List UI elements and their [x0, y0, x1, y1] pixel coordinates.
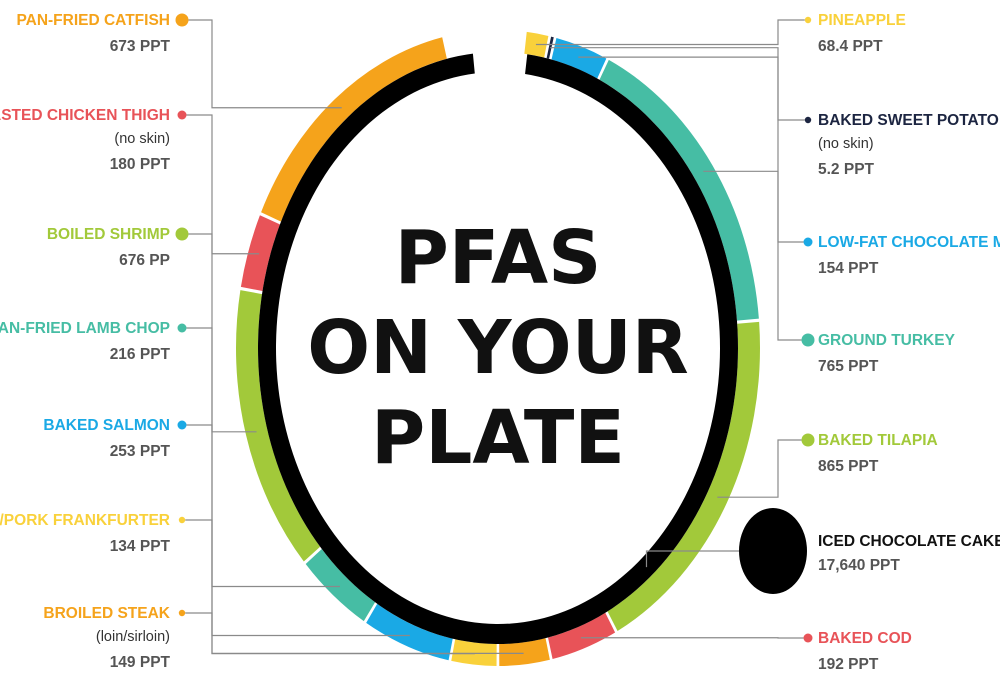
segment-baked-salmon	[366, 603, 453, 661]
dot-pan-fried-catfish	[175, 13, 189, 27]
segment-beef-pork-frankfurter	[451, 639, 497, 666]
dot-baked-cod	[803, 633, 813, 643]
leader-ground-turkey	[703, 170, 802, 341]
sublabel-roasted-chicken-thigh: (no skin)	[114, 131, 170, 147]
label-ground-turkey: GROUND TURKEY	[818, 332, 956, 349]
segment-broiled-steak	[499, 638, 550, 666]
leader-pan-fried-lamb-chop	[186, 327, 340, 588]
dot-broiled-steak	[178, 609, 186, 617]
sublabel-broiled-steak: (loin/sirloin)	[96, 629, 170, 645]
label-pineapple: PINEAPPLE	[818, 12, 906, 29]
value-roasted-chicken-thigh: 180 PPT	[110, 156, 171, 173]
sublabel-baked-sweet-potato: (no skin)	[818, 136, 874, 152]
leader-pineapple	[535, 19, 805, 46]
leader-baked-tilapia	[717, 439, 802, 498]
label-baked-salmon: BAKED SALMON	[43, 417, 170, 434]
leader-roasted-chicken-thigh	[186, 114, 260, 255]
dot-pineapple	[804, 16, 812, 24]
leader-iced-chocolate-cake	[645, 550, 739, 568]
dot-pan-fried-lamb-chop	[177, 323, 187, 333]
leader-boiled-shrimp	[188, 233, 257, 433]
legend-labels: PINEAPPLE 68.4 PPT BAKED SWEET POTATO (no s…	[0, 12, 1000, 673]
value-baked-salmon: 253 PPT	[110, 443, 171, 460]
label-baked-tilapia: BAKED TILAPIA	[818, 432, 938, 449]
segment-roasted-chicken-thigh	[240, 215, 280, 292]
value-beef-pork-frankfurter: 134 PPT	[110, 538, 171, 555]
dot-ground-turkey	[801, 333, 815, 347]
legend-dots	[175, 13, 815, 643]
value-baked-tilapia: 865 PPT	[818, 458, 879, 475]
label-boiled-shrimp: BOILED SHRIMP	[47, 226, 170, 243]
title-line-2: ON YOUR	[307, 305, 689, 391]
leader-lines	[185, 19, 805, 655]
label-low-fat-chocolate-milk: LOW-FAT CHOCOLATE MILK	[818, 234, 1000, 251]
value-ground-turkey: 765 PPT	[818, 358, 879, 375]
value-low-fat-chocolate-milk: 154 PPT	[818, 260, 879, 277]
dot-iced-chocolate-cake	[739, 508, 807, 594]
dot-beef-pork-frankfurter	[178, 516, 186, 524]
dot-baked-sweet-potato	[804, 116, 812, 124]
leader-low-fat-chocolate-milk	[578, 56, 804, 243]
dot-boiled-shrimp	[175, 227, 189, 241]
chart-title: PFAS ON YOUR PLATE	[307, 215, 689, 481]
dot-low-fat-chocolate-milk	[803, 237, 813, 247]
value-pan-fried-lamb-chop: 216 PPT	[110, 346, 171, 363]
value-baked-sweet-potato: 5.2 PPT	[818, 161, 875, 178]
label-pan-fried-lamb-chop: PAN-FRIED LAMB CHOP	[0, 320, 170, 337]
title-line-1: PFAS	[395, 215, 602, 301]
segment-pan-fried-lamb-chop	[305, 549, 376, 622]
label-baked-cod: BAKED COD	[818, 630, 912, 647]
label-pan-fried-catfish: PAN-FRIED CATFISH	[16, 12, 170, 29]
outer-ring	[235, 31, 760, 666]
leader-pan-fried-catfish	[188, 19, 342, 109]
label-beef-pork-frankfurter: BEEF/PORK FRANKFURTER	[0, 512, 170, 529]
value-iced-chocolate-cake: 17,640 PPT	[818, 557, 900, 574]
dot-baked-tilapia	[801, 433, 815, 447]
value-broiled-steak: 149 PPT	[110, 654, 171, 671]
segment-boiled-shrimp	[235, 290, 321, 562]
segment-pan-fried-catfish	[261, 37, 447, 222]
value-boiled-shrimp: 676 PP	[119, 252, 170, 269]
value-baked-cod: 192 PPT	[818, 656, 879, 673]
dot-roasted-chicken-thigh	[177, 110, 187, 120]
value-pineapple: 68.4 PPT	[818, 38, 883, 55]
dot-baked-salmon	[177, 420, 187, 430]
segment-baked-cod	[547, 612, 616, 660]
label-broiled-steak: BROILED STEAK	[43, 605, 170, 622]
segment-baked-tilapia	[607, 321, 760, 631]
label-baked-sweet-potato: BAKED SWEET POTATO	[818, 112, 999, 129]
value-pan-fried-catfish: 673 PPT	[110, 38, 171, 55]
label-iced-chocolate-cake: ICED CHOCOLATE CAKE	[818, 533, 1000, 550]
segment-ground-turkey	[599, 59, 759, 321]
label-roasted-chicken-thigh: ROASTED CHICKEN THIGH	[0, 107, 170, 124]
title-line-3: PLATE	[371, 395, 625, 481]
